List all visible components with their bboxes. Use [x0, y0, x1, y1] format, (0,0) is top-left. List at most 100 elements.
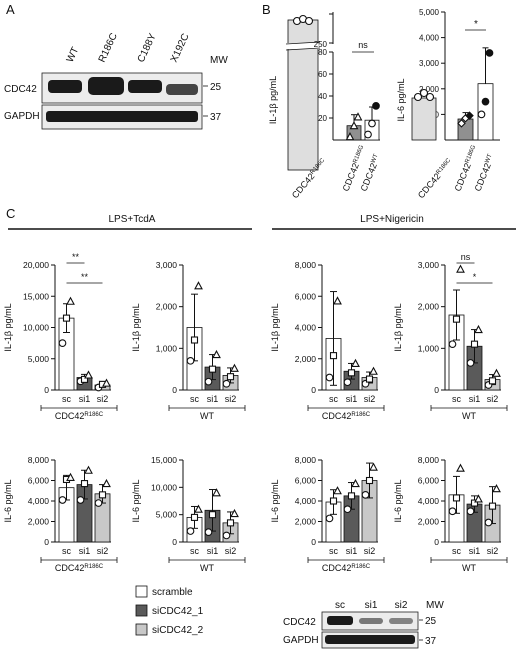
- b2-category-r186c: CDC42R186C: [416, 156, 455, 200]
- b2-ytick-label: 4,000: [419, 34, 440, 43]
- blot-c-band: [325, 635, 415, 644]
- sig-label: **: [81, 272, 89, 282]
- data-point: [66, 296, 75, 305]
- blot-c-mw-25: 25: [425, 616, 437, 627]
- b2-point: [425, 92, 435, 102]
- blot-a-band: [48, 80, 82, 93]
- condition-left: LPS+TcdA: [109, 214, 156, 225]
- data-point: [351, 358, 360, 367]
- data-point: [452, 494, 461, 502]
- data-point: [470, 340, 479, 348]
- data-point: [365, 476, 374, 485]
- x-tick-label: sc: [452, 546, 462, 556]
- y-tick-label: 3,000: [418, 260, 440, 270]
- b1-break-line: [285, 41, 321, 45]
- data-point: [230, 508, 239, 518]
- data-point: [204, 528, 213, 537]
- group-label: WT: [462, 411, 476, 421]
- data-point: [222, 379, 231, 388]
- group-label: WT: [200, 411, 214, 421]
- blot-a-mw-37: 37: [210, 112, 222, 123]
- blot-a-band: [166, 84, 198, 95]
- blot-c-band: [389, 618, 413, 624]
- x-tick-label: si2: [487, 394, 499, 404]
- data-point: [351, 478, 360, 488]
- b1-point: [368, 119, 376, 128]
- y-tick-label: 8,000: [295, 260, 317, 270]
- x-tick-label: si1: [207, 546, 219, 556]
- data-point: [190, 336, 199, 344]
- chart-c-nig-il6-r186c: 0 2,000 4,000 6,000 8,000 IL-6 pg/mL sc si1 si2 C…: [270, 455, 385, 573]
- y-tick-label: 4,000: [418, 496, 440, 506]
- group-label: CDC42R186C: [322, 411, 371, 421]
- chart-c-tcda-il6-wt: 0 5,000 10,000 15,000 IL-6 pg/mL sc si1 si2 WT: [131, 455, 246, 573]
- y-axis-label: IL-6 pg/mL: [393, 479, 403, 522]
- chart-c-tcda-il6-r186c: 0 2,000 4,000 6,000 8,000 IL-6 pg/mL sc si1 si2 C…: [3, 455, 118, 573]
- y-tick-label: 10,000: [151, 482, 177, 492]
- y-tick-label: 0: [172, 385, 177, 395]
- data-point: [466, 507, 475, 516]
- group-label-base: CDC42: [55, 563, 85, 573]
- data-point: [365, 375, 374, 383]
- y-tick-label: 0: [44, 385, 49, 395]
- data-point: [343, 378, 352, 387]
- y-tick-label: 2,000: [418, 302, 440, 312]
- b2-category-r186g-base: CDC42: [453, 162, 473, 193]
- x-tick-label: si1: [207, 394, 219, 404]
- x-tick-label: si1: [79, 394, 91, 404]
- blot-c-row-cdc42: CDC42: [283, 617, 316, 628]
- chart-c-nig-il6-wt: 0 2,000 4,000 6,000 8,000 IL-6 pg/mL sc si1 si2 W…: [393, 455, 508, 573]
- blot-c-row-gapdh: GAPDH: [283, 635, 319, 646]
- blot-a-lane-2: C188Y: [136, 32, 159, 65]
- blot-a-row-cdc42: CDC42: [4, 84, 37, 95]
- data-point: [484, 518, 493, 527]
- y-axis-label: IL-1β pg/mL: [131, 303, 141, 351]
- x-tick-label: sc: [452, 394, 462, 404]
- data-point: [448, 340, 457, 349]
- group-label: CDC42R186C: [322, 563, 371, 573]
- y-tick-label: 6,000: [295, 476, 317, 486]
- blot-a-band: [128, 80, 162, 93]
- y-tick-label: 2,000: [418, 517, 440, 527]
- data-point: [84, 465, 93, 474]
- b1-ytick-label-upper: 250: [314, 40, 328, 49]
- y-tick-label: 3,000: [156, 260, 178, 270]
- data-point: [80, 480, 89, 488]
- group-label: WT: [462, 563, 476, 573]
- y-tick-label: 5,000: [156, 510, 178, 520]
- y-tick-label: 2,000: [156, 302, 178, 312]
- blot-a-mw-25: 25: [210, 82, 222, 93]
- data-point: [226, 373, 235, 381]
- legend-swatch-scramble: [135, 585, 148, 598]
- x-tick-label: si2: [364, 394, 376, 404]
- data-point: [98, 491, 107, 499]
- b2-point: [465, 111, 474, 120]
- b2-ylabel: IL-6 pg/mL: [396, 78, 406, 121]
- y-tick-label: 1,000: [156, 343, 178, 353]
- data-point: [333, 486, 342, 495]
- b1-ylabel: IL-1β pg/mL: [268, 76, 278, 124]
- data-point: [325, 514, 334, 523]
- blot-a-band: [46, 111, 198, 122]
- b1-ytick-label: 40: [318, 92, 327, 101]
- blot-a-mw-label: MW: [210, 55, 228, 66]
- b1-point: [345, 132, 355, 141]
- group-label-sup: R186C: [351, 564, 370, 570]
- data-point: [456, 264, 465, 273]
- data-point: [94, 499, 103, 507]
- data-point: [347, 369, 356, 377]
- b2-category-wt-base: CDC42: [473, 162, 493, 193]
- data-point: [102, 378, 111, 387]
- data-point: [492, 368, 501, 377]
- y-tick-label: 0: [44, 537, 49, 547]
- y-tick-label: 4,000: [295, 323, 317, 333]
- data-point: [186, 527, 195, 535]
- panel-label-a: A: [6, 2, 15, 17]
- legend: scramble siCDC42_1 siCDC42_2: [135, 585, 204, 636]
- b2-category-wt: CDC42WT: [473, 153, 497, 193]
- data-point: [66, 472, 75, 481]
- y-tick-label: 6,000: [28, 476, 50, 486]
- blot-a-lane-3: X192C: [169, 32, 192, 64]
- x-tick-label: si1: [469, 546, 481, 556]
